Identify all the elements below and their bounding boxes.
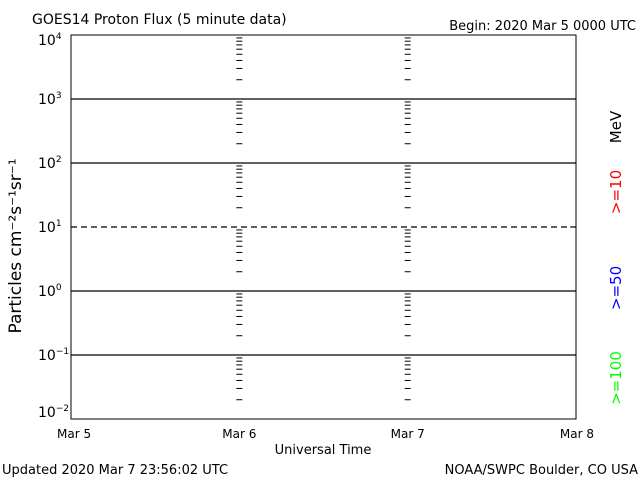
x-axis-label: Universal Time [275,443,372,458]
begin-time-label: Begin: 2020 Mar 5 0000 UTC [449,19,636,34]
legend-entry: >=100 [607,351,625,405]
y-tick-label: 101 [38,219,62,236]
y-tick-label: 104 [38,32,62,49]
plot-frame [70,34,577,420]
y-tick-label: 100 [38,283,62,300]
x-tick-label: Mar 6 [222,427,256,441]
x-tick-label: Mar 8 [560,427,594,441]
y-tick-label: 103 [38,91,62,108]
legend-unit: MeV [607,110,625,143]
x-axis-ticks: Mar 5 Mar 6 Mar 7 Mar 8 [57,37,594,441]
legend-entry: >=10 [607,170,625,214]
reference-lines [71,98,576,356]
y-axis-tick-labels: 104 103 102 101 100 10−1 10−2 [38,32,576,421]
y-axis-label: Particles cm⁻²s⁻¹sr⁻¹ [6,158,26,333]
legend-entry: >=50 [607,266,625,310]
y-tick-label: 10−2 [38,404,69,421]
x-tick-label: Mar 7 [391,427,425,441]
chart-title: GOES14 Proton Flux (5 minute data) [32,12,287,28]
updated-timestamp: Updated 2020 Mar 7 23:56:02 UTC [2,463,228,478]
y-tick-label: 102 [38,155,62,172]
x-tick-label: Mar 5 [57,427,91,441]
legend: MeV >=10 >=50 >=100 [607,110,625,405]
credit-text: NOAA/SWPC Boulder, CO USA [445,463,638,478]
y-tick-label: 10−1 [38,347,69,364]
